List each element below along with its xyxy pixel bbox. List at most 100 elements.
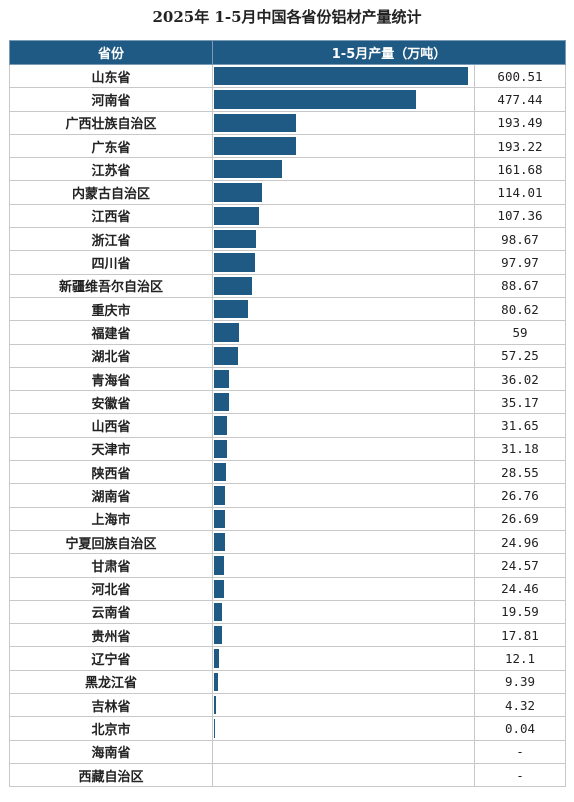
value-label: 31.65: [474, 413, 566, 438]
bar: [214, 183, 263, 202]
value-label: 36.02: [474, 366, 566, 392]
bar-cell: [212, 599, 475, 625]
bar: [214, 323, 239, 342]
bar-cell: [212, 110, 475, 135]
bar: [214, 67, 468, 86]
table-row: 甘肃省 24.57: [9, 553, 566, 578]
table-row: 上海市 26.69: [9, 506, 566, 531]
bar-cell: [212, 529, 475, 555]
bar-cell: [212, 87, 475, 112]
value-label: 477.44: [474, 87, 566, 112]
bar-cell: [212, 739, 475, 764]
table-row: 浙江省 98.67: [9, 227, 566, 252]
table-row: 吉林省 4.32: [9, 693, 566, 718]
province-label: 辽宁省: [9, 646, 213, 671]
value-label: 24.57: [474, 553, 566, 578]
bar-cell: [212, 320, 475, 345]
province-label: 上海市: [9, 506, 213, 531]
table-row: 贵州省 17.81: [9, 623, 566, 648]
bar-cell: [212, 506, 475, 531]
table-row: 江苏省 161.68: [9, 157, 566, 182]
value-label: 161.68: [474, 157, 566, 182]
table-row: 西藏自治区 -: [9, 762, 566, 788]
province-label: 陕西省: [9, 460, 213, 485]
table-row: 广西壮族自治区 193.49: [9, 110, 566, 135]
value-label: 0.04: [474, 716, 566, 741]
bar: [214, 369, 230, 389]
bar-cell: [212, 227, 475, 252]
province-label: 山东省: [9, 63, 213, 89]
header-value: 1-5月产量（万吨）: [212, 40, 566, 65]
province-label: 江苏省: [9, 157, 213, 182]
value-label: -: [474, 739, 566, 764]
bar: [214, 439, 228, 459]
table-row: 广东省 193.22: [9, 133, 566, 159]
table-row: 青海省 36.02: [9, 366, 566, 392]
bar: [214, 532, 225, 552]
bar-cell: [212, 460, 475, 485]
bar: [214, 486, 226, 505]
province-label: 安徽省: [9, 390, 213, 415]
table-row: 河北省 24.46: [9, 576, 566, 601]
value-label: 19.59: [474, 599, 566, 625]
table-row: 安徽省 35.17: [9, 390, 566, 415]
bar: [214, 602, 223, 622]
bar-cell: [212, 366, 475, 392]
value-label: 98.67: [474, 227, 566, 252]
province-label: 北京市: [9, 716, 213, 741]
province-label: 广西壮族自治区: [9, 110, 213, 135]
bar-cell: [212, 273, 475, 298]
bar-cell: [212, 576, 475, 601]
bar: [214, 579, 225, 598]
bar-cell: [212, 203, 475, 229]
table-row: 陕西省 28.55: [9, 460, 566, 485]
bar: [214, 113, 296, 132]
province-label: 浙江省: [9, 227, 213, 252]
province-label: 江西省: [9, 203, 213, 229]
province-label: 河北省: [9, 576, 213, 601]
chart-title: 2025年 1-5月中国各省份铝材产量统计: [152, 8, 422, 26]
province-label: 湖北省: [9, 343, 213, 368]
bar-cell: [212, 63, 475, 89]
bar: [214, 393, 229, 412]
province-label: 天津市: [9, 436, 213, 462]
table-row: 重庆市 80.62: [9, 296, 566, 322]
value-label: 26.76: [474, 483, 566, 508]
bar: [214, 696, 216, 715]
bar-cell: [212, 296, 475, 322]
bar-cell: [212, 669, 475, 695]
bar: [214, 346, 239, 365]
table-row: 海南省 -: [9, 739, 566, 764]
province-label: 甘肃省: [9, 553, 213, 578]
bar: [214, 136, 296, 156]
bar: [214, 160, 283, 179]
value-label: 24.46: [474, 576, 566, 601]
value-label: 193.22: [474, 133, 566, 159]
bar: [214, 672, 218, 692]
header-province: 省份: [9, 40, 213, 65]
table-row: 四川省 97.97: [9, 250, 566, 275]
table-row: 天津市 31.18: [9, 436, 566, 462]
table-row: 内蒙古自治区 114.01: [9, 180, 566, 205]
table-row: 湖南省 26.76: [9, 483, 566, 508]
value-label: 193.49: [474, 110, 566, 135]
header-row: 省份 1-5月产量（万吨）: [9, 40, 566, 65]
bar: [214, 230, 256, 249]
table-row: 黑龙江省 9.39: [9, 669, 566, 695]
table-row: 福建省 59: [9, 320, 566, 345]
bar: [214, 719, 215, 738]
table-row: 山东省 600.51: [9, 63, 566, 89]
province-label: 贵州省: [9, 623, 213, 648]
province-label: 吉林省: [9, 693, 213, 718]
province-label: 宁夏回族自治区: [9, 529, 213, 555]
province-label: 内蒙古自治区: [9, 180, 213, 205]
bar: [214, 509, 226, 528]
province-label: 云南省: [9, 599, 213, 625]
value-label: 12.1: [474, 646, 566, 671]
table-row: 湖北省 57.25: [9, 343, 566, 368]
province-label: 四川省: [9, 250, 213, 275]
bar: [214, 299, 249, 319]
bar-cell: [212, 623, 475, 648]
value-label: 28.55: [474, 460, 566, 485]
bar: [214, 416, 228, 435]
